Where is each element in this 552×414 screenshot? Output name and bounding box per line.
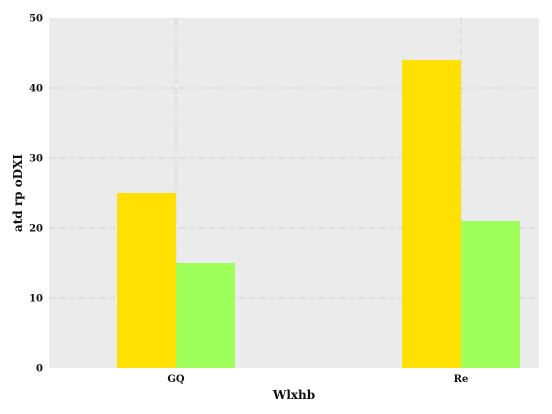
- bar-re-series-2: [461, 221, 520, 368]
- bar-gq-series-1: [117, 193, 176, 368]
- bar-re-series-1: [402, 60, 461, 368]
- y-tick-label: 40: [29, 84, 43, 95]
- y-axis-title: atd rp oDXI: [11, 154, 25, 232]
- bars: [117, 60, 520, 368]
- bar-gq-series-2: [176, 263, 235, 368]
- x-tick-label-re: Re: [454, 374, 469, 385]
- x-axis-title: Wlxhb: [272, 388, 315, 402]
- tick-labels: 0 10 20 30 40 50 GQ Re: [29, 14, 468, 386]
- x-tick-label-gq: GQ: [167, 374, 185, 385]
- y-tick-label: 0: [36, 364, 43, 375]
- y-tick-label: 30: [29, 154, 43, 165]
- y-tick-label: 10: [29, 294, 43, 305]
- y-tick-label: 20: [29, 224, 43, 235]
- y-tick-label: 50: [29, 14, 43, 25]
